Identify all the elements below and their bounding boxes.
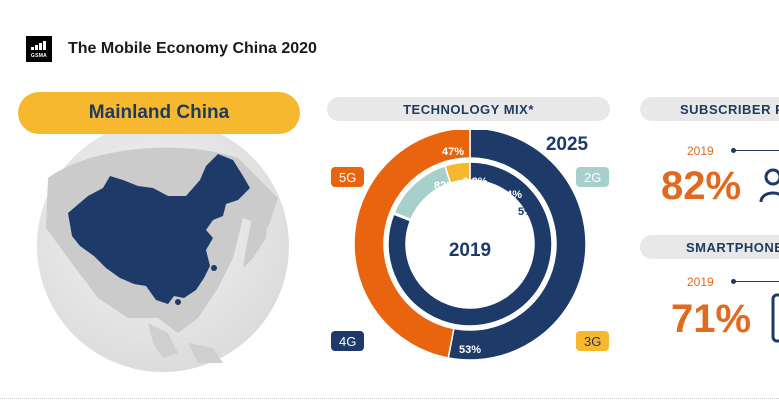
subscriber-value: 82% [661, 164, 742, 208]
legend-5g: 5G [331, 167, 365, 187]
subscriber-connector-line [735, 150, 779, 151]
southeast-asia-landmass [148, 323, 223, 363]
label-2019-4g: 82% [434, 180, 456, 192]
hainan-island [175, 299, 181, 305]
gsma-logo: GSMA [26, 36, 52, 62]
region-pill: Mainland China [18, 92, 300, 134]
label-2025-4g: 53% [459, 344, 481, 356]
label-2019-5g: 0.3% [462, 176, 487, 188]
slice-2019-4g [387, 161, 553, 327]
smartphone-connector-line [735, 281, 779, 282]
smartphone-title: SMARTPHONE [640, 235, 779, 259]
smartphone-connector-dot [731, 279, 736, 284]
label-2025-5g: 47% [442, 146, 464, 158]
page-title: The Mobile Economy China 2020 [68, 40, 317, 57]
subscriber-connector-dot [731, 148, 736, 153]
year-2025-label: 2025 [546, 134, 589, 155]
person-icon [759, 168, 779, 203]
technology-mix-donut: 2025 2019 47% 53% 82% 0.3% 14% 5% [353, 130, 589, 360]
japan-landmass [243, 208, 268, 268]
subscriber-title: SUBSCRIBER P [640, 97, 779, 121]
label-2019-2g: 14% [500, 189, 522, 201]
smartphone-year: 2019 [687, 275, 714, 289]
slice-2019-3g [444, 161, 471, 184]
slice-2025-5g [353, 130, 471, 359]
subscriber-year: 2019 [687, 144, 714, 158]
bottom-divider [0, 398, 779, 399]
smartphone-value: 71% [671, 297, 752, 341]
legend-2g: 2G [576, 167, 610, 187]
label-2019-3g: 5% [518, 206, 534, 218]
technology-mix-title: TECHNOLOGY MIX* [327, 97, 610, 121]
legend-4g: 4G [331, 331, 365, 351]
globe-map [37, 120, 289, 372]
signal-bars-icon [31, 41, 47, 50]
slice-2025-4g [447, 130, 587, 360]
logo-text: GSMA [30, 53, 48, 59]
taiwan-island [211, 265, 217, 271]
legend-3g: 3G [576, 331, 610, 351]
china-map-shape [68, 154, 250, 304]
smartphone-icon [771, 293, 779, 343]
year-2019-label: 2019 [449, 240, 491, 261]
